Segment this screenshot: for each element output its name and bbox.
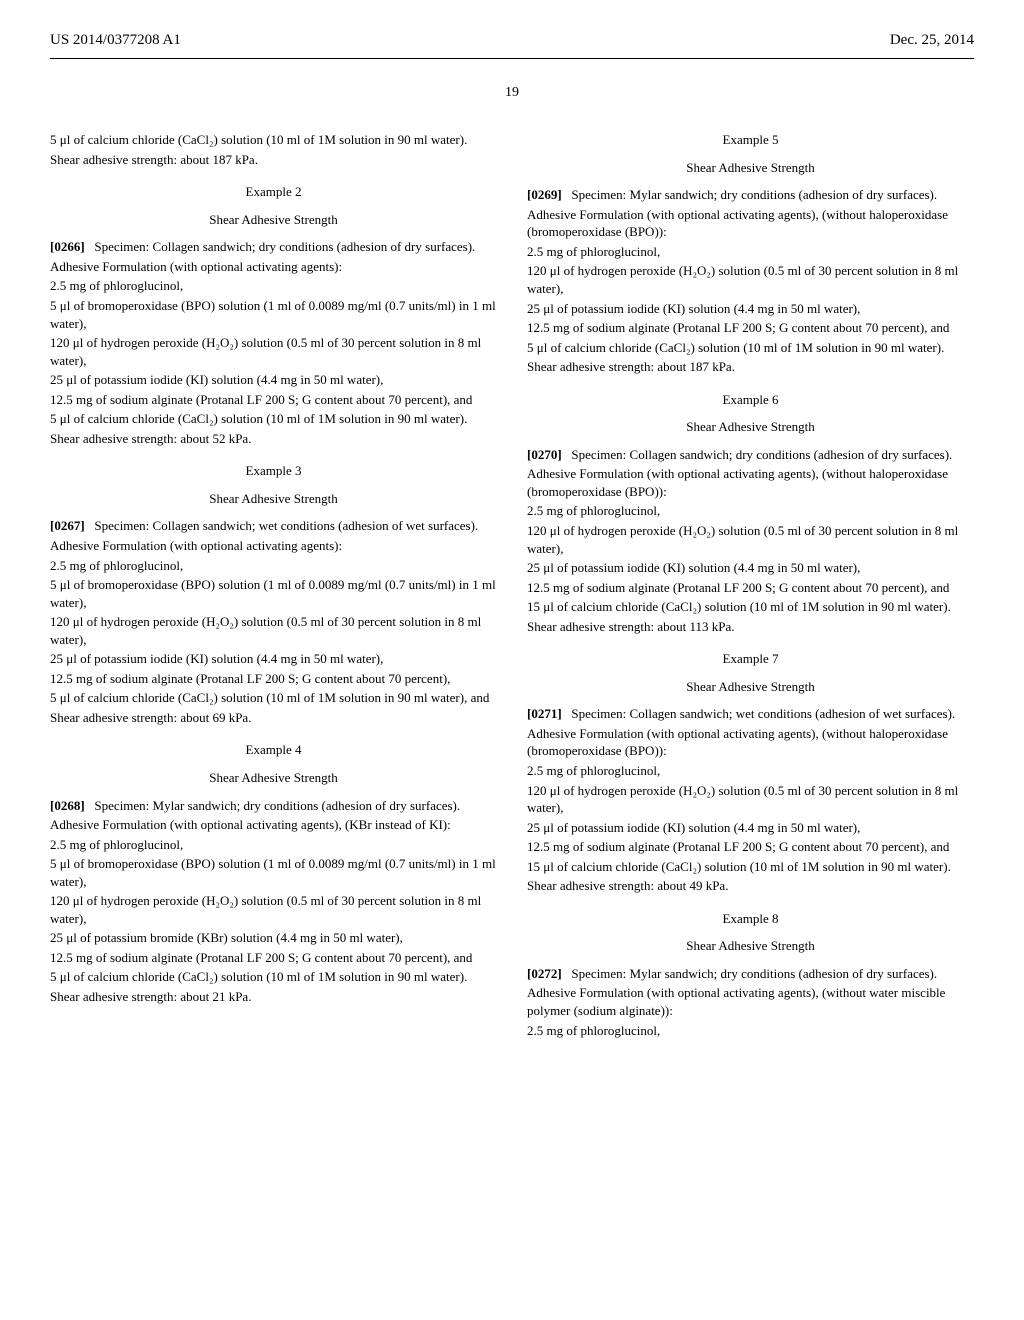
spec-text: Specimen: Collagen sandwich; dry conditi… [94, 239, 475, 254]
ex3-l8: Shear adhesive strength: about 69 kPa. [50, 709, 497, 727]
ex2-l8: Shear adhesive strength: about 52 kPa. [50, 430, 497, 448]
bracket-0266: [0266] [50, 239, 85, 254]
page-number: 19 [50, 84, 974, 103]
ex5-l2: 2.5 mg of phloroglucinol, [527, 243, 974, 261]
ex3-l4: 120 μl of hydrogen peroxide (H₂O₂) solut… [50, 613, 497, 648]
ex2-l6: 12.5 mg of sodium alginate (Protanal LF … [50, 391, 497, 409]
example-4-title: Example 4 [50, 741, 497, 759]
ex7-l6: 15 μl of calcium chloride (CaCl₂) soluti… [527, 858, 974, 876]
ex2-l1: Adhesive Formulation (with optional acti… [50, 258, 497, 276]
ex3-l6: 12.5 mg of sodium alginate (Protanal LF … [50, 670, 497, 688]
example-8-spec: [0272] Specimen: Mylar sandwich; dry con… [527, 965, 974, 983]
header-right: Dec. 25, 2014 [890, 30, 974, 50]
ex5-l5: 12.5 mg of sodium alginate (Protanal LF … [527, 319, 974, 337]
ex5-l7: Shear adhesive strength: about 187 kPa. [527, 358, 974, 376]
header-rule [50, 58, 974, 59]
ex3-l7: 5 μl of calcium chloride (CaCl₂) solutio… [50, 689, 497, 707]
ex2-l5: 25 μl of potassium iodide (KI) solution … [50, 371, 497, 389]
ex4-l6: 12.5 mg of sodium alginate (Protanal LF … [50, 949, 497, 967]
example-6-subtitle: Shear Adhesive Strength [527, 418, 974, 436]
bracket-0272: [0272] [527, 966, 562, 981]
example-5-subtitle: Shear Adhesive Strength [527, 159, 974, 177]
example-8-subtitle: Shear Adhesive Strength [527, 937, 974, 955]
header-left: US 2014/0377208 A1 [50, 30, 181, 50]
example-4-spec: [0268] Specimen: Mylar sandwich; dry con… [50, 797, 497, 815]
bracket-0271: [0271] [527, 706, 562, 721]
ex8-l2: 2.5 mg of phloroglucinol, [527, 1022, 974, 1040]
ex7-l2: 2.5 mg of phloroglucinol, [527, 762, 974, 780]
ex4-l2: 2.5 mg of phloroglucinol, [50, 836, 497, 854]
ex3-l3: 5 μl of bromoperoxidase (BPO) solution (… [50, 576, 497, 611]
spec-text: Specimen: Mylar sandwich; dry conditions… [571, 187, 937, 202]
spec-text: Specimen: Mylar sandwich; dry conditions… [94, 798, 460, 813]
example-2-subtitle: Shear Adhesive Strength [50, 211, 497, 229]
example-2-title: Example 2 [50, 183, 497, 201]
ex5-l3: 120 μl of hydrogen peroxide (H₂O₂) solut… [527, 262, 974, 297]
ex8-l1: Adhesive Formulation (with optional acti… [527, 984, 974, 1019]
ex2-l2: 2.5 mg of phloroglucinol, [50, 277, 497, 295]
spec-text: Specimen: Collagen sandwich; wet conditi… [94, 518, 478, 533]
example-3-subtitle: Shear Adhesive Strength [50, 490, 497, 508]
page-header: US 2014/0377208 A1 Dec. 25, 2014 [50, 30, 974, 50]
ex2-l3: 5 μl of bromoperoxidase (BPO) solution (… [50, 297, 497, 332]
ex2-l4: 120 μl of hydrogen peroxide (H₂O₂) solut… [50, 334, 497, 369]
bracket-0268: [0268] [50, 798, 85, 813]
ex4-l1: Adhesive Formulation (with optional acti… [50, 816, 497, 834]
ex7-l4: 25 μl of potassium iodide (KI) solution … [527, 819, 974, 837]
intro-line-2: Shear adhesive strength: about 187 kPa. [50, 151, 497, 169]
ex3-l2: 2.5 mg of phloroglucinol, [50, 557, 497, 575]
example-5-title: Example 5 [527, 131, 974, 149]
ex5-l6: 5 μl of calcium chloride (CaCl₂) solutio… [527, 339, 974, 357]
ex7-l7: Shear adhesive strength: about 49 kPa. [527, 877, 974, 895]
ex5-l4: 25 μl of potassium iodide (KI) solution … [527, 300, 974, 318]
example-3-spec: [0267] Specimen: Collagen sandwich; wet … [50, 517, 497, 535]
spec-text: Specimen: Collagen sandwich; dry conditi… [571, 447, 952, 462]
ex7-l3: 120 μl of hydrogen peroxide (H₂O₂) solut… [527, 782, 974, 817]
bracket-0269: [0269] [527, 187, 562, 202]
example-2-spec: [0266] Specimen: Collagen sandwich; dry … [50, 238, 497, 256]
example-7-spec: [0271] Specimen: Collagen sandwich; wet … [527, 705, 974, 723]
ex4-l7: 5 μl of calcium chloride (CaCl₂) solutio… [50, 968, 497, 986]
intro-line-1: 5 μl of calcium chloride (CaCl₂) solutio… [50, 131, 497, 149]
spec-text: Specimen: Collagen sandwich; wet conditi… [571, 706, 955, 721]
example-6-spec: [0270] Specimen: Collagen sandwich; dry … [527, 446, 974, 464]
spec-text: Specimen: Mylar sandwich; dry conditions… [571, 966, 937, 981]
ex2-l7: 5 μl of calcium chloride (CaCl₂) solutio… [50, 410, 497, 428]
ex6-l1: Adhesive Formulation (with optional acti… [527, 465, 974, 500]
ex6-l4: 25 μl of potassium iodide (KI) solution … [527, 559, 974, 577]
example-7-title: Example 7 [527, 650, 974, 668]
ex3-l5: 25 μl of potassium iodide (KI) solution … [50, 650, 497, 668]
left-column: 5 μl of calcium chloride (CaCl₂) solutio… [50, 131, 497, 1041]
ex5-l1: Adhesive Formulation (with optional acti… [527, 206, 974, 241]
example-4-subtitle: Shear Adhesive Strength [50, 769, 497, 787]
ex3-l1: Adhesive Formulation (with optional acti… [50, 537, 497, 555]
bracket-0270: [0270] [527, 447, 562, 462]
ex7-l1: Adhesive Formulation (with optional acti… [527, 725, 974, 760]
example-3-title: Example 3 [50, 462, 497, 480]
ex4-l8: Shear adhesive strength: about 21 kPa. [50, 988, 497, 1006]
ex4-l4: 120 μl of hydrogen peroxide (H₂O₂) solut… [50, 892, 497, 927]
example-6-title: Example 6 [527, 391, 974, 409]
ex6-l3: 120 μl of hydrogen peroxide (H₂O₂) solut… [527, 522, 974, 557]
ex6-l5: 12.5 mg of sodium alginate (Protanal LF … [527, 579, 974, 597]
example-8-title: Example 8 [527, 910, 974, 928]
ex6-l2: 2.5 mg of phloroglucinol, [527, 502, 974, 520]
example-5-spec: [0269] Specimen: Mylar sandwich; dry con… [527, 186, 974, 204]
example-7-subtitle: Shear Adhesive Strength [527, 678, 974, 696]
ex6-l7: Shear adhesive strength: about 113 kPa. [527, 618, 974, 636]
ex4-l3: 5 μl of bromoperoxidase (BPO) solution (… [50, 855, 497, 890]
bracket-0267: [0267] [50, 518, 85, 533]
columns-container: 5 μl of calcium chloride (CaCl₂) solutio… [50, 131, 974, 1041]
ex6-l6: 15 μl of calcium chloride (CaCl₂) soluti… [527, 598, 974, 616]
ex4-l5: 25 μl of potassium bromide (KBr) solutio… [50, 929, 497, 947]
ex7-l5: 12.5 mg of sodium alginate (Protanal LF … [527, 838, 974, 856]
right-column: Example 5 Shear Adhesive Strength [0269]… [527, 131, 974, 1041]
